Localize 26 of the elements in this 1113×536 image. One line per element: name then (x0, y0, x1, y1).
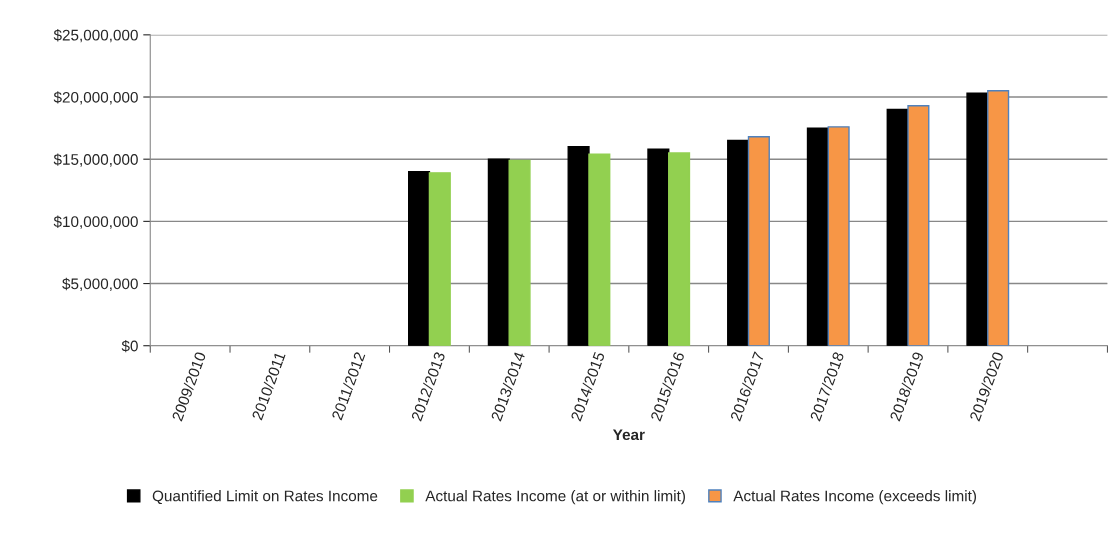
bar (806, 127, 829, 346)
bar (407, 170, 431, 346)
bar (647, 148, 670, 346)
bar (747, 136, 770, 346)
bar (907, 105, 930, 346)
x-axis-title: Year (612, 429, 645, 441)
bar (966, 92, 989, 346)
legend-label: Actual Rates Income (at or within limit) (425, 490, 685, 505)
bar (428, 172, 451, 346)
bar (987, 90, 1010, 346)
y-tick-label: $25,000,000 (53, 29, 138, 43)
legend-label: Quantified Limit on Rates Income (152, 490, 378, 505)
bar (886, 108, 909, 346)
legend-label: Actual Rates Income (exceeds limit) (733, 490, 977, 505)
y-tick-label: $10,000,000 (53, 215, 138, 229)
bar (727, 139, 750, 346)
bar (668, 152, 691, 346)
bar (508, 159, 531, 346)
y-tick-label: $20,000,000 (53, 91, 138, 105)
bar (487, 158, 510, 346)
y-tick-label: $0 (121, 339, 138, 353)
bar (827, 126, 850, 346)
y-tick-label: $15,000,000 (53, 153, 138, 167)
y-tick-label: $5,000,000 (62, 277, 138, 292)
bar (588, 153, 611, 346)
bar (567, 146, 590, 346)
